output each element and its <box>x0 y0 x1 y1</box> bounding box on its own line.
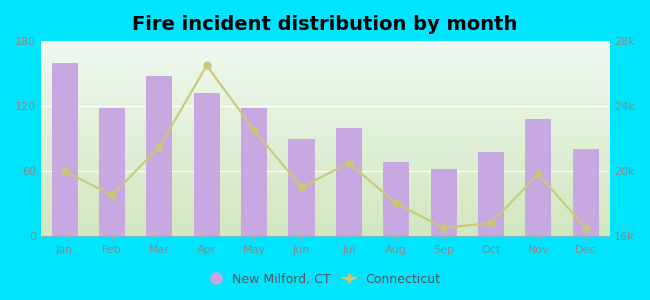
Legend: New Milford, CT, Connecticut: New Milford, CT, Connecticut <box>205 268 445 291</box>
Bar <box>51 63 78 236</box>
Bar <box>384 162 410 236</box>
Bar <box>336 128 362 236</box>
Bar <box>573 149 599 236</box>
Bar <box>525 119 551 236</box>
Bar <box>430 169 457 236</box>
Bar <box>194 93 220 236</box>
Bar <box>241 108 267 236</box>
Bar <box>289 139 315 236</box>
Bar <box>99 108 125 236</box>
Title: Fire incident distribution by month: Fire incident distribution by month <box>133 15 518 34</box>
Bar <box>146 76 172 236</box>
Bar <box>478 152 504 236</box>
